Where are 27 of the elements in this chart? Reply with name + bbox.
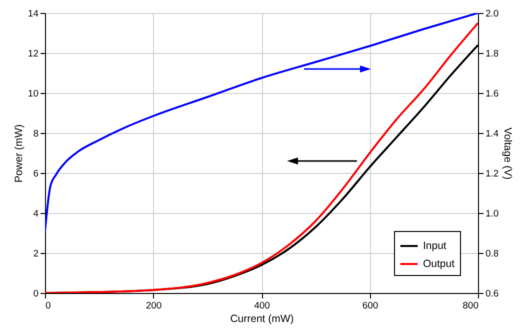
- y-tick-label: 4: [33, 208, 38, 220]
- y2-axis-title: Voltage (V): [502, 128, 514, 180]
- y2-tick-label: 0.8: [486, 248, 499, 260]
- line-series: [45, 13, 478, 232]
- y-tick-label: 8: [33, 128, 38, 140]
- y-tick-label: 2: [33, 248, 38, 260]
- y-tick-label: 6: [33, 168, 38, 180]
- y2-tick-label: 1.2: [486, 168, 499, 180]
- y2-tick-label: 1.6: [486, 88, 499, 100]
- y-tick-label: 12: [28, 48, 38, 60]
- y2-tick-label: 0.6: [486, 288, 499, 300]
- y2-tick-label: 1.4: [486, 128, 499, 140]
- y2-tick-label: 1.8: [486, 48, 499, 60]
- y-tick-label: 14: [28, 8, 38, 20]
- x-tick-label: 400: [254, 300, 270, 312]
- legend-label: Output: [423, 258, 455, 270]
- x-tick-label: 800: [462, 300, 478, 312]
- x-tick-label: 600: [362, 300, 378, 312]
- x-tick-label: 200: [146, 300, 162, 312]
- y2-tick-label: 1.0: [486, 208, 499, 220]
- x-axis-title: Current (mW): [230, 313, 294, 325]
- x-tick-label: 0: [46, 300, 51, 312]
- y-tick-label: 10: [28, 88, 38, 100]
- y-axis-title: Power (mW): [12, 124, 25, 183]
- y-tick-label: 0: [33, 288, 38, 300]
- legend-label: Input: [423, 240, 446, 252]
- y2-tick-label: 2.0: [486, 8, 499, 20]
